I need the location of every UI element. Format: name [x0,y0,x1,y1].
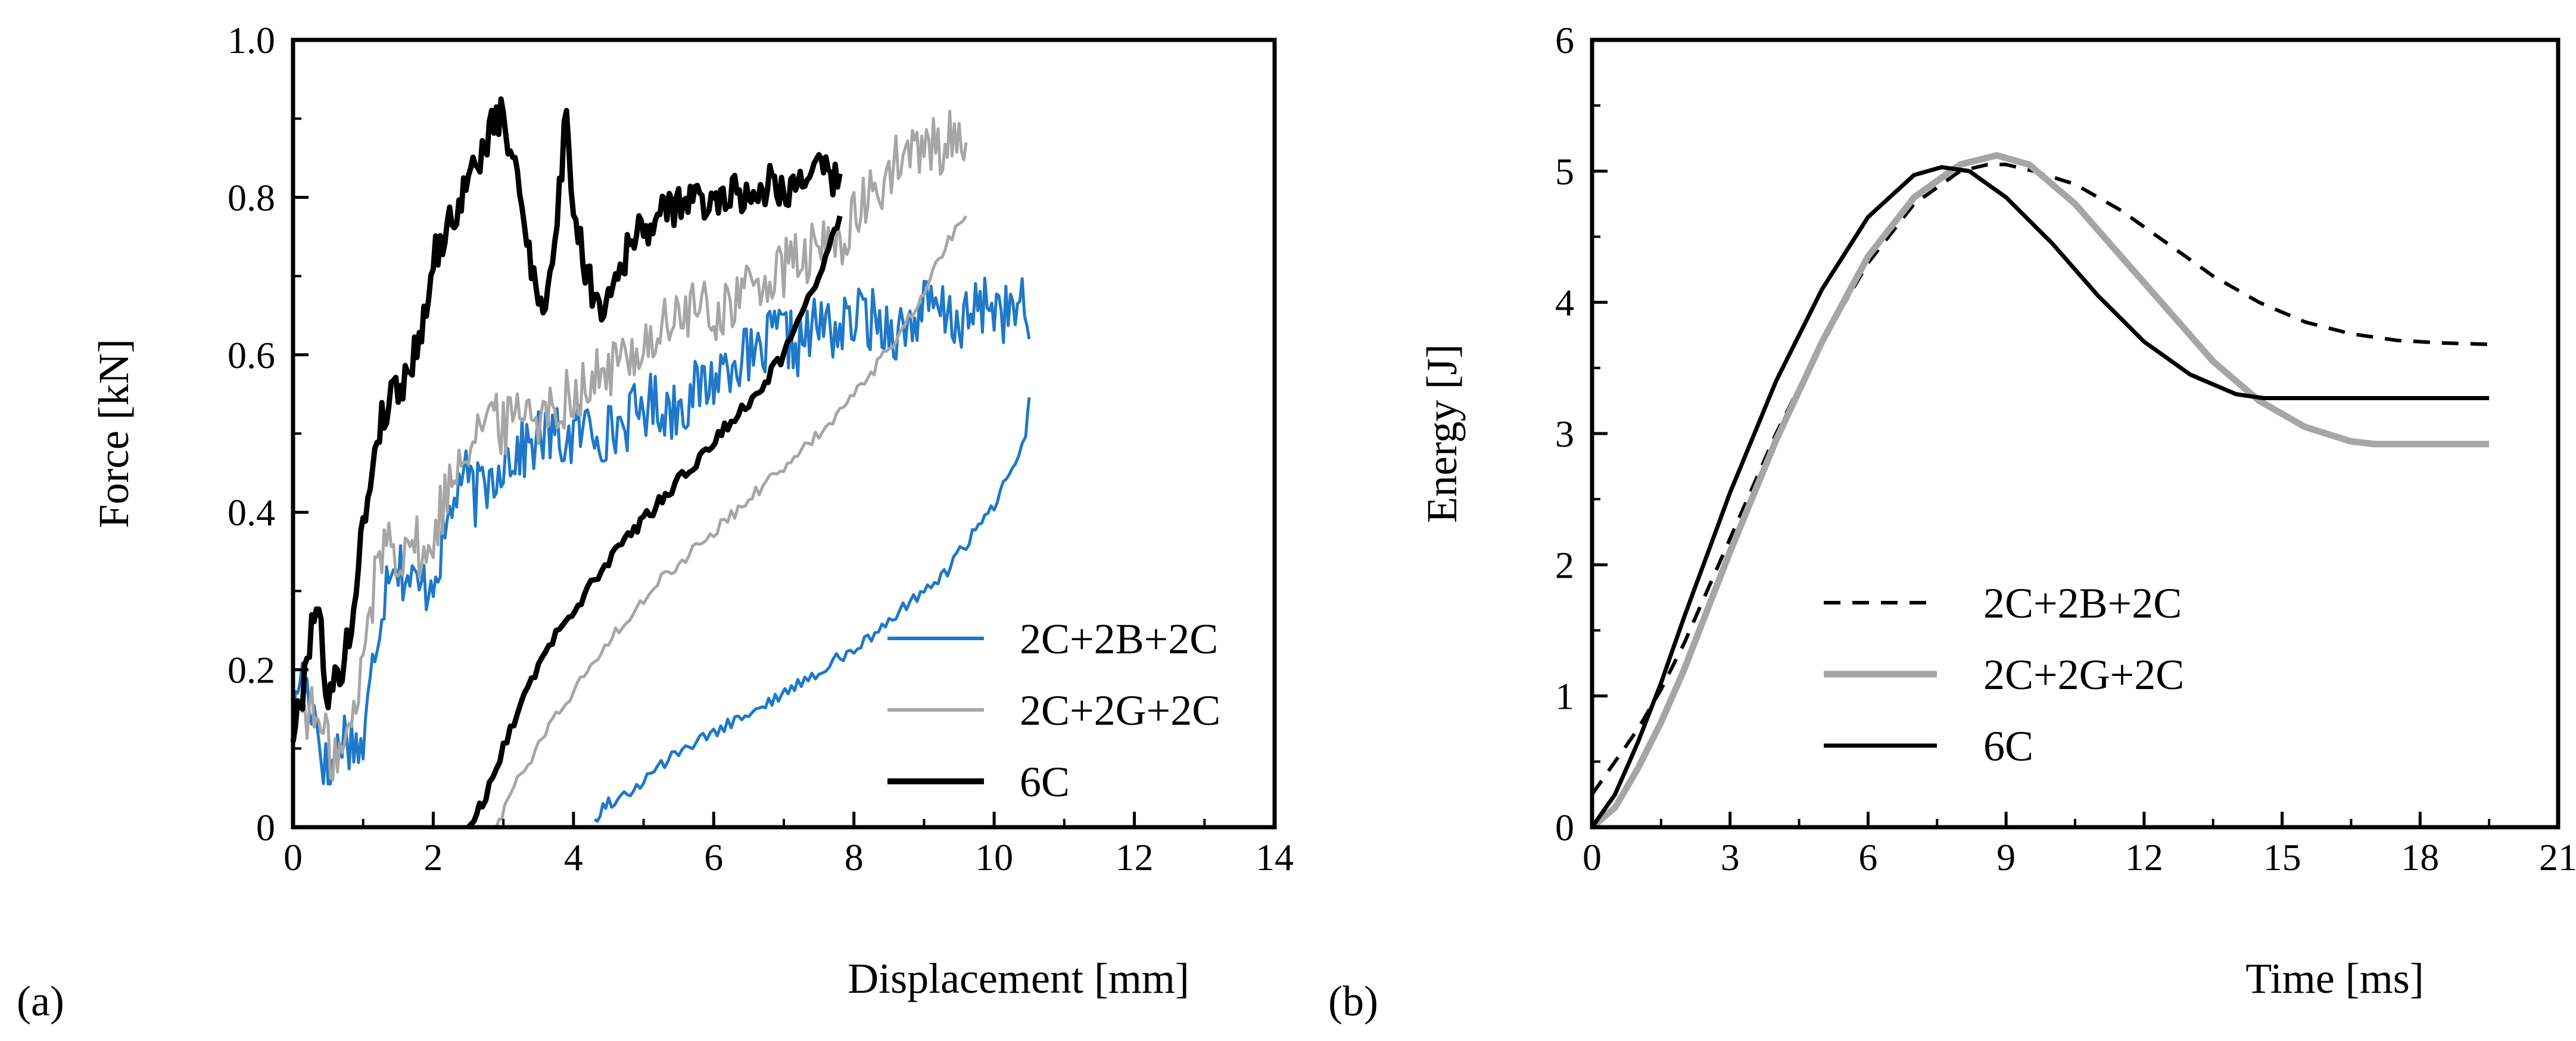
plot-b-x-tick-label: 6 [1858,836,1877,878]
plot-a-y-tick-label: 0 [256,806,275,849]
plot-a-x-tick-label: 0 [284,836,303,878]
plot-b-ticks [1590,38,2560,829]
plot-b-x-tick-label: 0 [1583,836,1602,878]
plot-a-legend: 2C+2B+2C 2C+2G+2C 6C [887,615,1220,806]
plot-b-y-tick-label: 5 [1555,150,1574,192]
plot-b-y-axis-label: Energy [J] [1418,344,1466,523]
plot-a-x-axis-label: Displacement [mm] [848,955,1189,1002]
plot-a-tick-labels: 0 2 4 6 8 10 12 14 0 0.2 0.4 0.6 0.8 1.0 [228,19,1294,878]
plot-b-series [1590,152,2490,830]
panel-label-a: (a) [17,977,64,1025]
plot-a-series-2c2b2c-loading [291,276,1031,786]
legend-b-label-2c2b2c: 2C+2B+2C [1983,579,2182,627]
legend-a-label-2c2g2c: 2C+2G+2C [1020,687,1220,734]
plot-b-series-2c2b2c [1590,163,2490,796]
plot-b-series-2c2g2c [1590,152,2490,830]
plot-b-x-axis-label: Time [ms] [2245,955,2424,1002]
legend-b-label-6c: 6C [1983,722,2033,770]
plot-a-x-tick-label: 10 [975,836,1013,878]
legend-a-label-6c: 6C [1020,758,1070,806]
plot-a-series-2c2g2c-unloading [495,215,968,828]
plot-b-y-tick-label: 6 [1555,19,1574,61]
plot-a-series [290,96,1031,830]
plot-a-y-tick-label: 0.2 [228,649,275,691]
plot-a-y-tick-label: 0.8 [228,176,275,219]
plot-b-legend: 2C+2B+2C 2C+2G+2C 6C [1824,579,2184,770]
plot-b-y-tick-label: 4 [1555,282,1574,324]
panel-label-b: (b) [1328,977,1378,1025]
panel-a-force-displacement: 0 2 4 6 8 10 12 14 0 0.2 0.4 0.6 0.8 1.0 Force [kN] D… [17,19,1294,1025]
plot-b-series-6c [1590,165,2490,829]
legend-b-label-2c2g2c: 2C+2G+2C [1983,651,2184,699]
plot-a-x-tick-label: 12 [1116,836,1154,878]
plot-a-x-tick-label: 6 [704,836,723,878]
plot-a-series-6c-unloading [466,215,843,830]
plot-b-x-tick-label: 9 [1996,836,2016,878]
plot-a-y-tick-label: 0.6 [228,334,275,376]
plot-b-frame [1590,38,2561,830]
plot-b-y-tick-label: 0 [1555,806,1574,849]
plot-a-y-axis-label: Force [kN] [90,339,138,528]
plot-b-x-tick-label: 18 [2401,836,2439,878]
plot-a-x-tick-label: 14 [1256,836,1294,878]
plot-a-series-2c2g2c-loading [291,110,968,782]
plot-a-x-tick-label: 8 [845,836,864,878]
plot-b-y-tick-label: 2 [1555,544,1574,586]
plot-b-y-tick-label: 1 [1555,675,1574,718]
plot-b-x-tick-label: 15 [2263,836,2301,878]
plot-a-y-tick-label: 1.0 [228,19,275,61]
plot-b-y-tick-label: 3 [1555,413,1574,455]
legend-a-label-2c2b2c: 2C+2B+2C [1020,615,1218,663]
plot-a-x-tick-label: 4 [564,836,583,878]
plot-a-series-2c2b2c-unloading [593,397,1031,823]
plot-a-series-6c-loading [290,96,843,743]
plot-b-x-tick-label: 3 [1721,836,1740,878]
plot-b-x-tick-label: 12 [2125,836,2163,878]
plot-a-y-tick-label: 0.4 [228,491,275,534]
plot-a-ticks [291,38,1276,829]
plot-b-x-tick-label: 21 [2539,836,2576,878]
plot-a-x-tick-label: 2 [423,836,443,878]
